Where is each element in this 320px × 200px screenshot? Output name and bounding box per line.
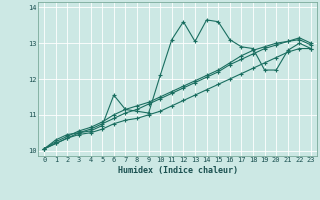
X-axis label: Humidex (Indice chaleur): Humidex (Indice chaleur) bbox=[118, 166, 238, 175]
